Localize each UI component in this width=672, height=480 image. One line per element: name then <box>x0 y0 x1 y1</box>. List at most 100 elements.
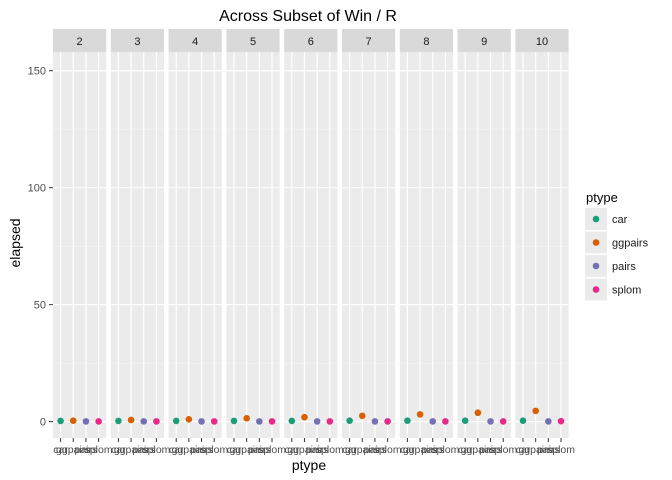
data-point-pairs <box>82 418 90 425</box>
x-tick-label: ggpairs <box>518 444 552 456</box>
x-tick-label: pairs <box>190 444 213 456</box>
facet-strip-label: 2 <box>77 36 83 48</box>
data-point-ggpairs <box>532 407 539 415</box>
x-tick-label: car <box>111 444 126 456</box>
x-tick-label: pairs <box>75 444 98 456</box>
data-point-ggpairs <box>69 417 77 424</box>
facet-strip <box>168 29 222 52</box>
data-point-car <box>57 417 64 425</box>
y-tick-label: 50 <box>34 300 46 312</box>
data-point-ggpairs <box>474 409 482 417</box>
x-tick-label: ggpairs <box>114 444 148 456</box>
x-tick-label: pairs <box>306 444 329 456</box>
x-tick-label: pairs <box>479 444 502 456</box>
legend-label: pairs <box>612 261 636 273</box>
x-tick-label: splom <box>142 444 170 456</box>
panel-background <box>457 52 511 438</box>
legend-label: splom <box>612 285 641 297</box>
facet-strip-label: 7 <box>366 36 372 48</box>
data-point-pairs <box>140 418 148 425</box>
x-tick-label: ggpairs <box>172 444 206 456</box>
panel-background <box>110 52 164 438</box>
facet-strip-label: 8 <box>423 36 429 48</box>
data-point-car <box>172 417 180 425</box>
facet-strip-label: 3 <box>134 36 140 48</box>
x-tick-label: ggpairs <box>229 444 263 456</box>
data-point-car <box>461 417 469 424</box>
x-tick-label: ggpairs <box>461 444 495 456</box>
legend: ptype car ggpairs pairs splom <box>585 190 649 301</box>
x-tick-label: splom <box>547 444 575 456</box>
x-tick-label: car <box>458 444 473 456</box>
y-tick-label: 100 <box>28 183 46 195</box>
panel-background <box>168 52 222 438</box>
data-point-ggpairs <box>127 416 135 424</box>
data-point-car <box>519 417 527 424</box>
data-point-splom <box>326 418 334 425</box>
facet-strip <box>457 29 511 52</box>
data-point-pairs <box>545 418 552 425</box>
x-tick-label: splom <box>258 444 286 456</box>
facet-strip <box>110 29 164 52</box>
facet-strip <box>515 29 569 52</box>
x-tick-label: car <box>400 444 415 456</box>
data-point-splom <box>384 418 391 425</box>
data-point-pairs <box>313 418 321 425</box>
x-tick-label: car <box>169 444 184 456</box>
x-tick-label: ggpairs <box>287 444 321 456</box>
chart-title: Across Subset of Win / R <box>219 8 397 25</box>
legend-swatch-splom <box>592 286 600 293</box>
data-point-car <box>288 417 296 425</box>
x-tick-label: splom <box>489 444 517 456</box>
data-point-splom <box>210 418 218 425</box>
data-point-splom <box>268 418 276 425</box>
panel-background <box>284 52 338 438</box>
x-tick-label: car <box>516 444 531 456</box>
data-point-splom <box>153 418 160 425</box>
x-tick-label: pairs <box>421 444 444 456</box>
data-point-ggpairs <box>243 415 250 422</box>
data-point-splom <box>557 417 565 425</box>
x-tick-label: ggpairs <box>345 444 379 456</box>
facet-strip-label: 9 <box>481 36 487 48</box>
facet-strip <box>399 29 453 52</box>
facet-panels: 2carggpairspairssplom3carggpairspairsspl… <box>53 29 575 456</box>
data-point-pairs <box>487 418 494 425</box>
panel-background <box>399 52 453 438</box>
data-point-car <box>115 417 122 425</box>
data-point-pairs <box>371 418 379 425</box>
facet-strip <box>226 29 280 52</box>
legend-label: ggpairs <box>612 238 649 250</box>
facet-strip-label: 10 <box>536 36 548 48</box>
x-tick-label: ggpairs <box>56 444 90 456</box>
x-tick-label: car <box>285 444 300 456</box>
data-point-car <box>346 417 353 424</box>
facet-strip-label: 6 <box>308 36 314 48</box>
x-tick-label: car <box>53 444 68 456</box>
facet-strip <box>342 29 396 52</box>
x-axis-label: ptype <box>292 457 326 473</box>
data-point-car <box>404 417 411 424</box>
data-point-ggpairs <box>301 413 308 421</box>
x-tick-label: pairs <box>537 444 560 456</box>
x-tick-label: car <box>227 444 242 456</box>
x-tick-label: splom <box>316 444 344 456</box>
data-point-splom <box>499 418 507 425</box>
data-point-splom <box>95 418 102 425</box>
data-point-pairs <box>256 418 263 425</box>
x-tick-label: pairs <box>248 444 271 456</box>
x-tick-label: pairs <box>364 444 387 456</box>
x-tick-label: splom <box>200 444 228 456</box>
x-tick-label: splom <box>85 444 113 456</box>
facet-strip <box>53 29 107 52</box>
legend-swatch-ggpairs <box>592 239 600 246</box>
y-tick-label: 0 <box>40 417 46 429</box>
x-tick-label: ggpairs <box>403 444 437 456</box>
x-tick-label: splom <box>431 444 459 456</box>
y-tick-label: 150 <box>28 66 46 78</box>
